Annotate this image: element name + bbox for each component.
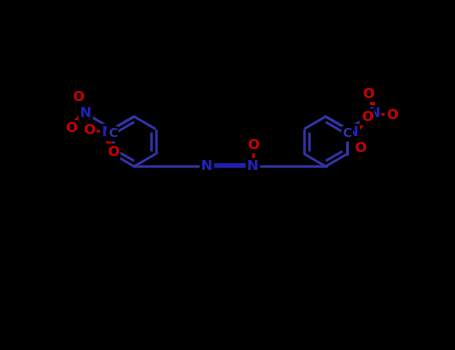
Text: O: O	[386, 108, 398, 122]
Text: O: O	[247, 138, 259, 152]
Text: N: N	[80, 106, 91, 120]
Text: O: O	[84, 123, 96, 137]
Text: N: N	[369, 106, 380, 120]
Text: O: O	[66, 121, 77, 135]
Text: O: O	[362, 87, 374, 101]
Text: N: N	[347, 125, 359, 139]
Text: N: N	[101, 125, 113, 139]
Text: N: N	[201, 159, 213, 173]
Text: O: O	[72, 90, 84, 104]
Text: C: C	[108, 127, 117, 140]
Text: O: O	[361, 110, 373, 124]
Text: O: O	[354, 141, 366, 155]
Text: O: O	[107, 145, 119, 159]
Text: N: N	[247, 159, 259, 173]
Text: C: C	[343, 127, 352, 140]
